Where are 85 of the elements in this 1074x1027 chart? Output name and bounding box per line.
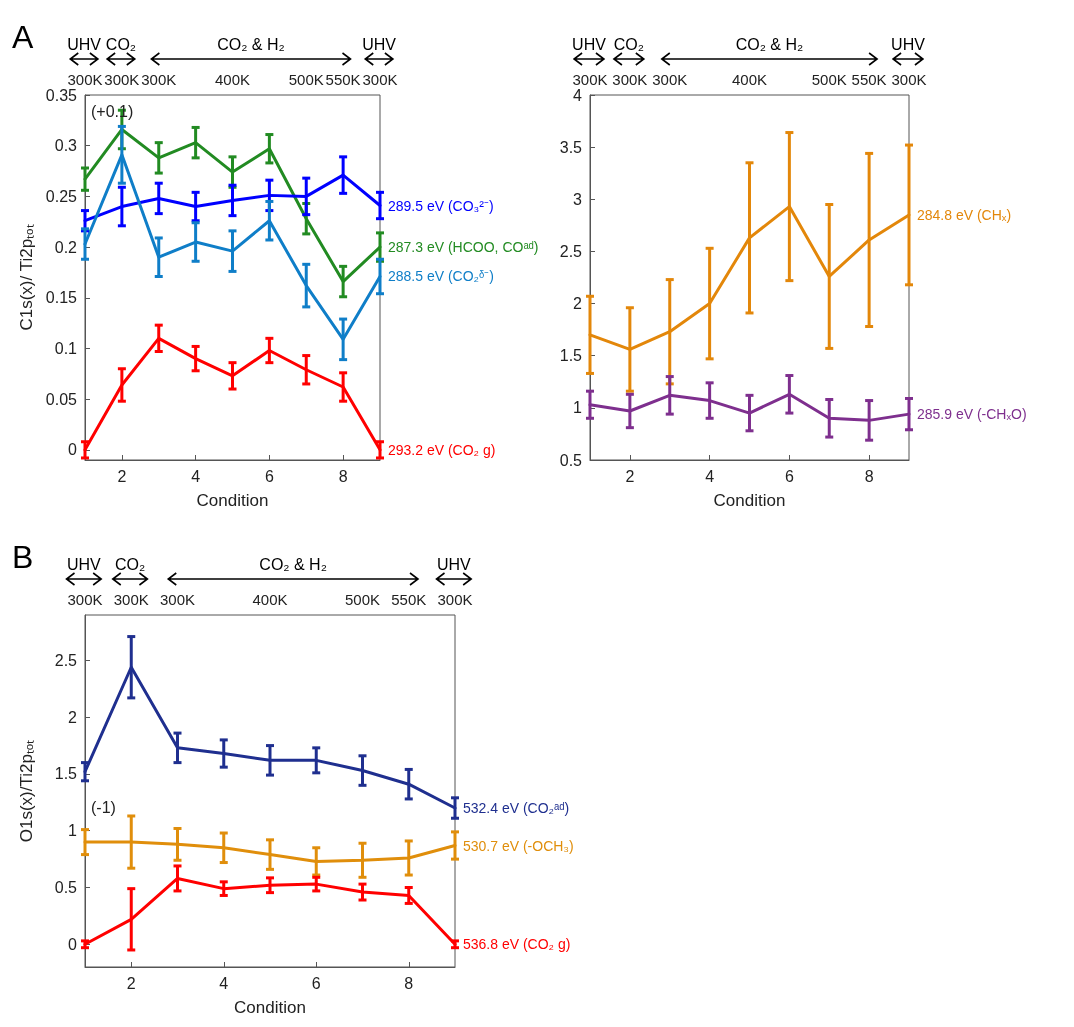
text: 300K [67, 71, 103, 88]
annotation: (+0.1) [91, 103, 134, 121]
text: 300K [67, 591, 103, 608]
y-tick-label: 0.25 [45, 187, 78, 205]
x-axis-title: Condition [713, 491, 786, 510]
y-tick-label: 0.5 [559, 451, 583, 469]
series-label: 284.8 eV (CHₓ) [917, 206, 1012, 223]
y-tick-label: 0.3 [54, 137, 78, 155]
y-tick-label: 1.5 [54, 765, 78, 783]
x-tick-label: 8 [404, 974, 414, 992]
y-tick-label: 0 [68, 441, 78, 459]
series-label: 532.4 eV (CO₂ᵃᵈ) [463, 800, 570, 817]
text: UHV [891, 36, 926, 53]
text: 300K [652, 71, 688, 88]
y-tick-label: 0.1 [54, 339, 78, 357]
y-tick-label: 1 [573, 399, 583, 417]
y-tick-label: 2.5 [54, 651, 78, 669]
series-label: 285.9 eV (-CHₓO) [917, 406, 1027, 423]
x-tick-label: 4 [219, 974, 229, 992]
text: CO₂ & H₂ [735, 36, 804, 53]
y-tick-label: 0.05 [45, 390, 78, 408]
text: 500K [811, 71, 847, 88]
x-tick-label: 6 [784, 467, 794, 485]
text: UHV [67, 36, 102, 53]
text: 400K [252, 591, 288, 608]
y-tick-label: 3 [573, 190, 583, 208]
text: 300K [362, 71, 398, 88]
x-axis-title: Condition [196, 491, 269, 510]
y-tick-label: 3.5 [559, 138, 583, 156]
text: CO₂ [613, 36, 644, 53]
y-tick-label: 0 [68, 935, 78, 953]
y-tick-label: 2 [573, 295, 583, 313]
text: B [12, 539, 34, 575]
series-label: 530.7 eV (-OCH₃) [463, 837, 574, 854]
text: 300K [141, 71, 177, 88]
x-tick-label: 6 [311, 974, 321, 992]
text: 300K [612, 71, 648, 88]
text: UHV [436, 556, 472, 573]
y-tick-label: 0.2 [54, 238, 78, 256]
text: 300K [159, 591, 196, 608]
text: UHV [66, 556, 102, 573]
x-axis-title: Condition [234, 998, 306, 1017]
y-tick-label: 0.15 [45, 289, 78, 307]
annotation: (-1) [91, 798, 116, 816]
y-tick-label: 4 [573, 86, 583, 104]
text: CO₂ & H₂ [217, 36, 285, 53]
text: 400K [731, 71, 768, 88]
text: 550K [851, 71, 887, 88]
text: 300K [113, 591, 149, 608]
text: CO₂ & H₂ [259, 556, 327, 573]
text: 300K [572, 71, 608, 88]
x-tick-label: 4 [705, 467, 715, 485]
text: A [12, 19, 34, 55]
y-tick-label: 2.5 [559, 242, 583, 260]
text: 500K [344, 591, 381, 608]
text: 500K [288, 71, 324, 88]
x-tick-label: 2 [625, 467, 635, 485]
series-label: 288.5 eV (CO₂ᵟ⁻) [388, 268, 494, 285]
text: 550K [391, 591, 427, 608]
x-tick-label: 8 [338, 467, 348, 485]
x-tick-label: 4 [191, 467, 201, 485]
y-axis-title: C1s(x)/ Ti2pₜₒₜ [16, 224, 36, 331]
text: CO₂ [114, 556, 146, 573]
series-label: 536.8 eV (CO₂ g) [463, 936, 571, 953]
y-tick-label: 0.5 [54, 879, 78, 897]
text: UHV [362, 36, 397, 53]
x-tick-label: 2 [117, 467, 127, 485]
y-tick-label: 2 [68, 708, 78, 726]
y-tick-label: 0.35 [45, 86, 78, 104]
y-tick-label: 1.5 [559, 347, 583, 365]
text: 300K [104, 71, 140, 88]
x-tick-label: 6 [264, 467, 274, 485]
text: UHV [572, 36, 607, 53]
series-label: 289.5 eV (CO₃²⁻) [388, 197, 494, 214]
text: 300K [891, 71, 927, 88]
text: 300K [437, 591, 473, 608]
text: 400K [214, 71, 251, 88]
y-axis-title: O1s(x)/Ti2pₜₒₜ [17, 739, 36, 843]
y-tick-label: 1 [68, 822, 78, 840]
text: CO₂ [105, 36, 137, 53]
series-label: 293.2 eV (CO₂ g) [388, 441, 496, 458]
x-tick-label: 2 [126, 974, 136, 992]
text: 550K [325, 71, 361, 88]
x-tick-label: 8 [864, 467, 874, 485]
series-label: 287.3 eV (HCOO, COᵃᵈ) [388, 239, 539, 256]
